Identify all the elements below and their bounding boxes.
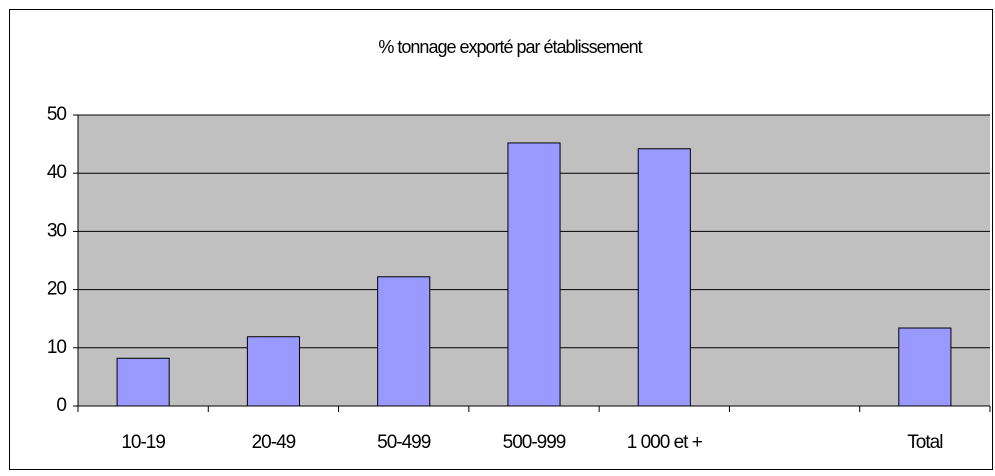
x-tick-label: 1 000 et + — [627, 432, 703, 453]
x-tick-label: 10-19 — [121, 432, 165, 453]
x-tick-label: 20-49 — [252, 432, 296, 453]
y-tick-label: 40 — [47, 162, 67, 183]
y-tick-label: 20 — [47, 279, 67, 300]
x-tick-label: 500-999 — [503, 432, 566, 453]
chart-title: % tonnage exporté par établissement — [378, 37, 642, 57]
x-tick-label: Total — [907, 432, 942, 453]
y-tick-label: 30 — [47, 220, 67, 241]
y-tick-label: 0 — [56, 395, 66, 416]
y-tick-label: 50 — [47, 104, 67, 125]
bar — [637, 148, 691, 407]
bar — [898, 327, 952, 407]
y-tick-label: 10 — [47, 337, 67, 358]
bar — [246, 336, 300, 407]
bar — [507, 142, 561, 407]
bar — [116, 357, 170, 407]
bar — [377, 276, 431, 407]
x-tick-label: 50-499 — [377, 432, 431, 453]
